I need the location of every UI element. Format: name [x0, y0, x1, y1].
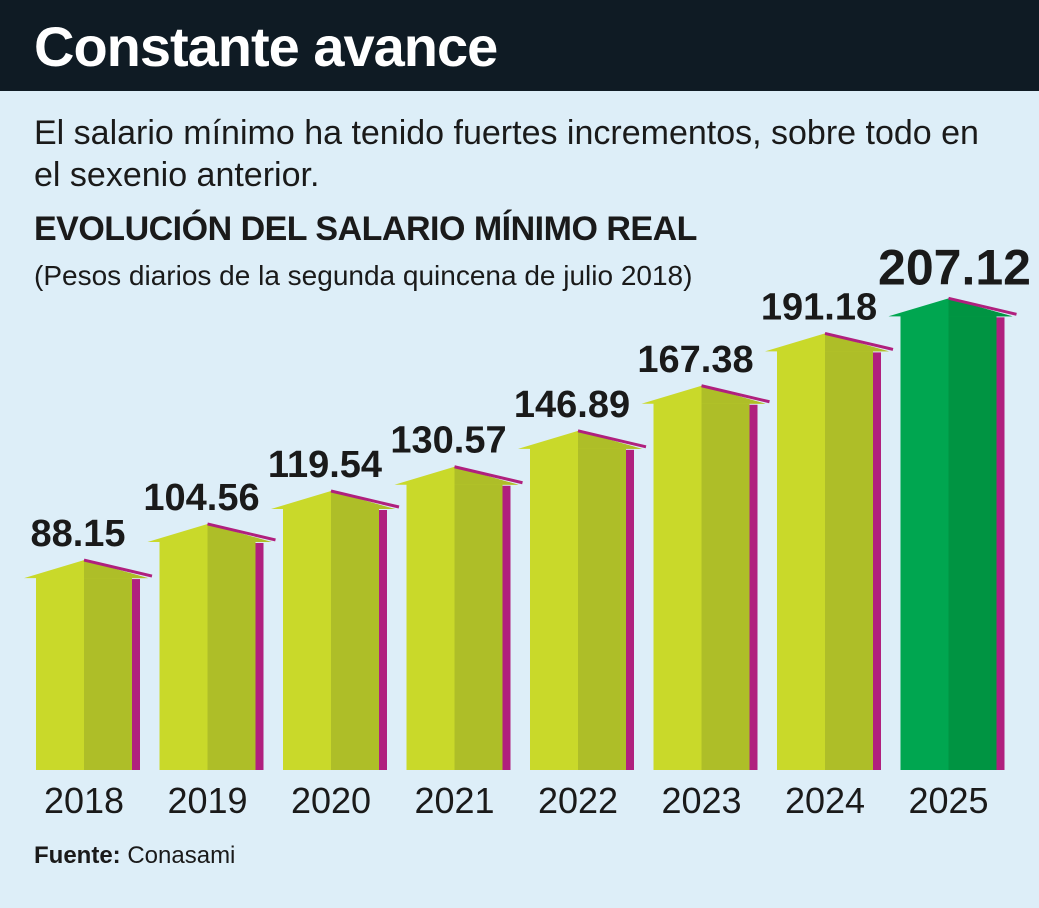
category-label-2022: 2022 [538, 780, 618, 821]
bar-side-2019 [255, 542, 264, 770]
page-subtitle: El salario mínimo ha tenido fuertes incr… [34, 114, 979, 194]
value-label-2024: 191.18 [761, 286, 877, 328]
bar-shade-2023 [701, 401, 750, 770]
bar-shade-2019 [207, 539, 256, 770]
value-label-2022: 146.89 [514, 384, 630, 426]
bar-side-2020 [379, 510, 387, 770]
category-label-2025: 2025 [908, 780, 988, 821]
value-label-2018: 88.15 [30, 513, 125, 555]
value-label-2019: 104.56 [143, 477, 259, 519]
bar-side-2025 [996, 317, 1005, 770]
bar-roof-edge-2024 [824, 331, 894, 351]
source-label: Fuente: [34, 842, 121, 869]
category-label-2023: 2023 [661, 780, 741, 821]
page-title: Constante avance [34, 15, 498, 78]
bar-roof-edge-2019 [207, 522, 276, 542]
bar-side-2024 [873, 352, 881, 770]
bar-shade-2025 [948, 314, 997, 770]
bar-side-2023 [749, 404, 758, 770]
category-label-2019: 2019 [167, 780, 247, 821]
category-label-2024: 2024 [785, 780, 865, 821]
category-label-2020: 2020 [291, 780, 371, 821]
source-note: Fuente: Conasami [34, 842, 235, 870]
bar-shade-2024 [825, 349, 873, 770]
bar-roof-edge-2020 [330, 489, 400, 509]
header-bar: Constante avance [0, 0, 1039, 91]
bar-side-2021 [502, 485, 511, 770]
bar-side-2018 [132, 579, 140, 770]
chart-units: (Pesos diarios de la segunda quincena de… [34, 260, 693, 291]
bar-roof-edge-2025 [948, 296, 1017, 316]
bar-roof-edge-2018 [83, 558, 153, 578]
value-label-2021: 130.57 [390, 420, 506, 462]
category-label-2021: 2021 [414, 780, 494, 821]
bar-shade-2021 [454, 482, 503, 770]
category-label-2018: 2018 [44, 780, 124, 821]
value-label-2020: 119.54 [268, 444, 382, 486]
bar-shade-2018 [84, 576, 132, 770]
source-value: Conasami [127, 842, 236, 869]
bar-shade-2022 [578, 446, 626, 770]
bar-shade-2020 [331, 507, 379, 770]
value-label-2025: 207.12 [878, 239, 1031, 295]
bar-roof-edge-2023 [701, 384, 770, 404]
value-label-2023: 167.38 [637, 339, 753, 381]
bar-roof-edge-2021 [454, 465, 523, 485]
chart-title: EVOLUCIÓN DEL SALARIO MÍNIMO REAL [34, 210, 697, 248]
bar-side-2022 [626, 449, 634, 770]
bar-roof-edge-2022 [577, 429, 647, 449]
